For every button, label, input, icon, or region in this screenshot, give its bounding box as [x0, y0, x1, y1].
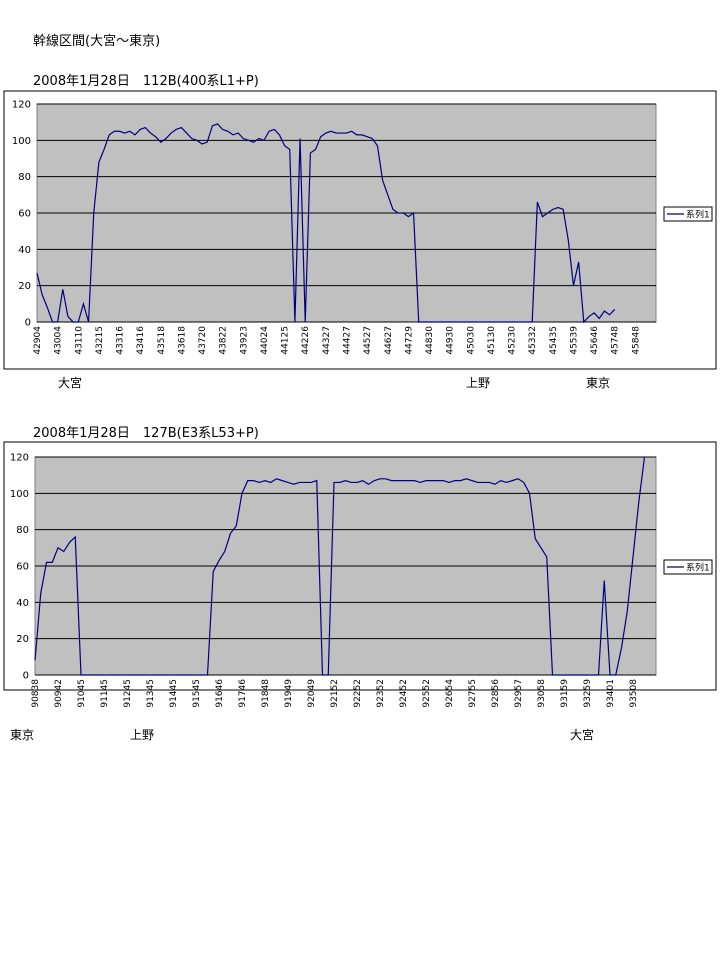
station-label: 大宮: [570, 727, 594, 742]
y-tick-label: 40: [18, 245, 31, 256]
x-tick-label: 91345: [146, 679, 156, 708]
x-tick-label: 91245: [123, 679, 133, 708]
x-tick-label: 44830: [425, 326, 435, 355]
x-tick-label: 43004: [54, 326, 64, 355]
x-tick-label: 92755: [468, 679, 478, 708]
x-tick-label: 45332: [528, 326, 538, 355]
y-tick-label: 20: [16, 634, 29, 645]
x-tick-label: 91848: [261, 679, 271, 708]
x-tick-label: 90838: [31, 679, 41, 708]
x-tick-label: 43822: [219, 326, 229, 355]
x-tick-label: 42904: [33, 326, 43, 355]
station-label: 大宮: [58, 375, 82, 390]
x-tick-label: 92957: [514, 679, 524, 708]
station-label: 上野: [466, 376, 490, 390]
legend-label: 系列1: [686, 562, 710, 574]
chart-subtitle: 2008年1月28日 127B(E3系L53+P): [33, 426, 259, 441]
y-tick-label: 60: [16, 562, 29, 573]
y-tick-label: 120: [12, 100, 31, 111]
chart: 2008年1月28日 127B(E3系L53+P) 0 20 40 60 80 100 120…: [3, 426, 717, 742]
x-tick-label: 92654: [445, 679, 455, 708]
x-tick-label: 43923: [239, 326, 249, 355]
x-tick-label: 44125: [281, 326, 291, 355]
x-tick-label: 91445: [169, 679, 179, 708]
x-tick-label: 92152: [330, 679, 340, 708]
x-tick-label: 45230: [508, 326, 518, 355]
x-tick-label: 91145: [100, 679, 110, 708]
legend-box: [663, 206, 713, 222]
y-tick-label: 100: [10, 489, 29, 500]
x-tick-label: 91545: [192, 679, 202, 708]
series-line: [34, 456, 646, 676]
x-tick-label: 43416: [136, 326, 146, 355]
x-tick-label: 45646: [590, 326, 600, 355]
x-tick-label: 45748: [611, 326, 621, 355]
x-tick-label: 93159: [560, 679, 570, 708]
x-tick-label: 92856: [491, 679, 501, 708]
legend-box: [663, 559, 713, 575]
y-tick-label: 20: [18, 281, 31, 292]
x-tick-label: 92252: [353, 679, 363, 708]
x-tick-label: 93259: [583, 679, 593, 708]
x-tick-label: 43316: [116, 326, 126, 355]
x-tick-label: 92352: [376, 679, 386, 708]
x-tick-label: 92452: [399, 679, 409, 708]
page-title: 幹線区間(大宮～東京): [33, 33, 160, 49]
y-tick-label: 120: [10, 453, 29, 464]
y-tick-label: 80: [16, 525, 29, 536]
x-tick-label: 45848: [631, 326, 641, 355]
x-tick-label: 92049: [307, 679, 317, 708]
x-tick-label: 43518: [157, 326, 167, 355]
chart: 2008年1月28日 112B(400系L1+P) 0 20 40 60 80 100 120…: [3, 74, 717, 390]
x-tick-label: 43720: [198, 326, 208, 355]
x-tick-label: 93401: [606, 679, 616, 708]
y-tick-label: 0: [23, 671, 29, 682]
series-line: [36, 123, 616, 324]
y-tick-label: 40: [16, 598, 29, 609]
y-tick-label: 80: [18, 172, 31, 183]
legend-label: 系列1: [686, 209, 710, 221]
y-tick-label: 100: [12, 136, 31, 147]
x-tick-label: 93508: [629, 679, 639, 708]
x-tick-label: 44729: [404, 326, 414, 355]
station-label: 上野: [130, 728, 154, 742]
x-tick-label: 45030: [466, 326, 476, 355]
x-tick-label: 45130: [487, 326, 497, 355]
x-tick-label: 91746: [238, 679, 248, 708]
x-tick-label: 92552: [422, 679, 432, 708]
x-tick-label: 44930: [446, 326, 456, 355]
x-tick-label: 93058: [537, 679, 547, 708]
x-tick-label: 45539: [569, 326, 579, 355]
x-tick-label: 43215: [95, 326, 105, 355]
x-tick-label: 91949: [284, 679, 294, 708]
x-tick-label: 44226: [301, 326, 311, 355]
station-label: 東京: [586, 376, 610, 390]
x-tick-label: 90942: [54, 679, 64, 708]
x-tick-label: 45435: [549, 326, 559, 355]
x-tick-label: 91646: [215, 679, 225, 708]
x-tick-label: 43110: [74, 326, 84, 355]
x-tick-label: 43618: [177, 326, 187, 355]
y-tick-label: 0: [25, 318, 31, 329]
x-tick-label: 44427: [343, 326, 353, 355]
y-tick-label: 60: [18, 209, 31, 220]
x-tick-label: 91045: [77, 679, 87, 708]
station-label: 東京: [10, 728, 34, 742]
x-tick-label: 44627: [384, 326, 394, 355]
chart-subtitle: 2008年1月28日 112B(400系L1+P): [33, 74, 259, 89]
x-tick-label: 44527: [363, 326, 373, 355]
x-tick-label: 44024: [260, 326, 270, 355]
x-tick-label: 44327: [322, 326, 332, 355]
